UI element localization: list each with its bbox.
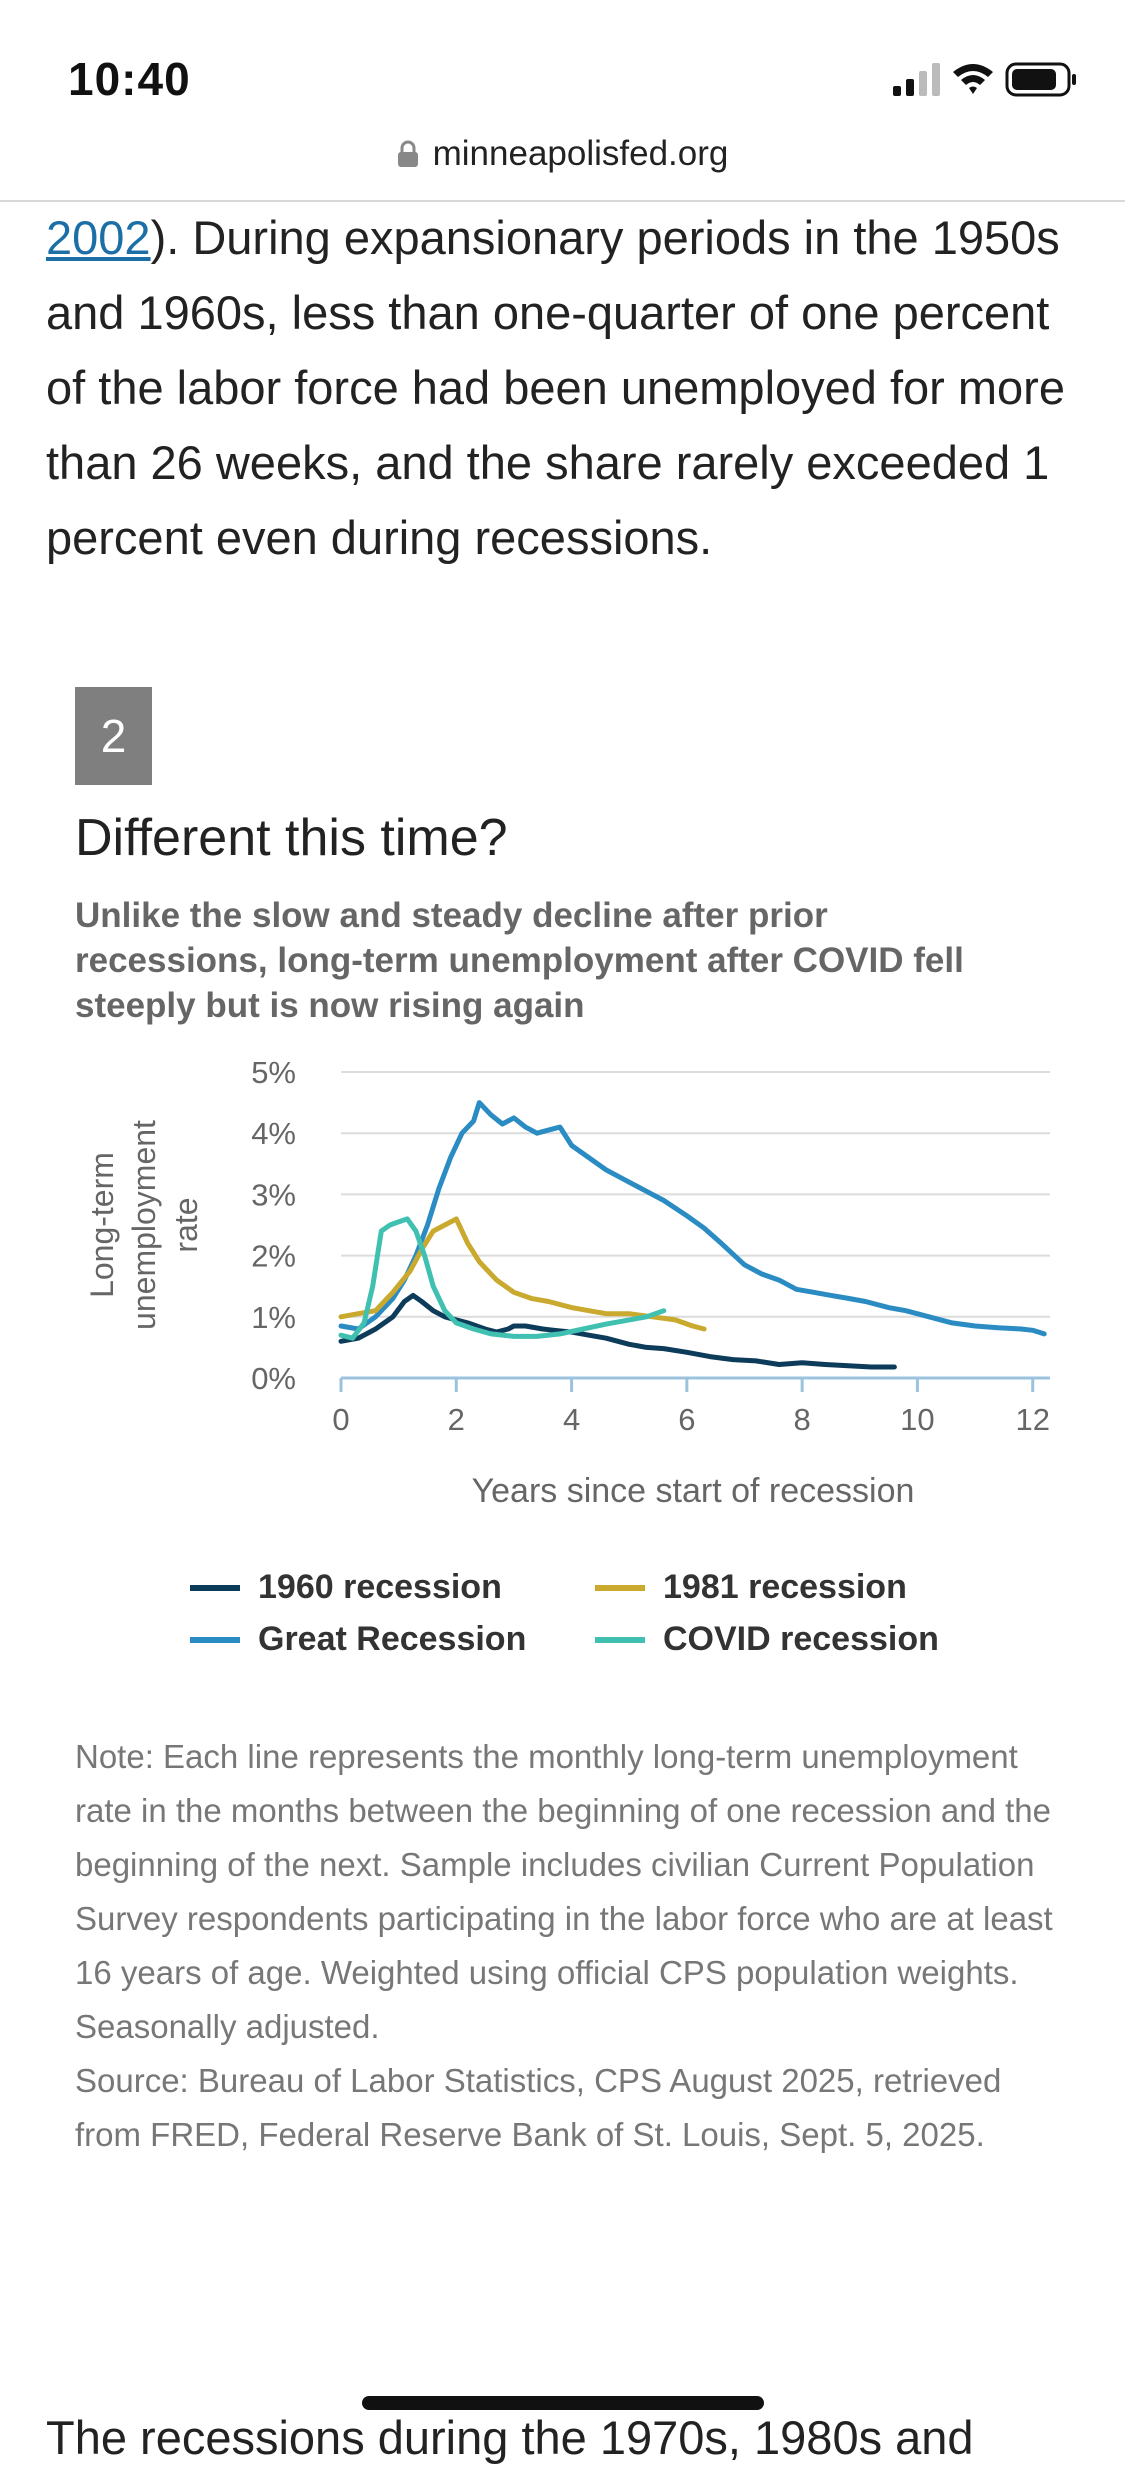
citation-link[interactable]: 2002 — [46, 211, 151, 264]
line-chart: 0% 1% 2% 3% 4% 5% 0 2 4 6 8 10 12 Long-term unemploy… — [84, 1055, 1050, 1510]
legend-swatch — [595, 1584, 645, 1591]
x-tick-label: 0 — [332, 1402, 349, 1437]
x-tick-label: 12 — [1015, 1402, 1049, 1437]
series-line-1981-recession — [338, 1216, 707, 1332]
y-tick-label: 1% — [251, 1300, 296, 1335]
series-line-1960-recession — [338, 1292, 897, 1370]
legend-swatch — [190, 1584, 240, 1591]
series-lines — [338, 1100, 1047, 1370]
divider — [0, 200, 1125, 202]
x-axis-ticks: 0 2 4 6 8 10 12 — [332, 1378, 1050, 1437]
x-tick-label: 6 — [678, 1402, 695, 1437]
legend-label: Great Recession — [258, 1620, 527, 1658]
home-indicator[interactable] — [362, 2396, 764, 2410]
chart-legend: 1960 recession 1981 recession Great Recess… — [190, 1568, 990, 1678]
x-tick-label: 2 — [448, 1402, 465, 1437]
battery-icon — [1005, 62, 1076, 97]
x-tick-label: 8 — [794, 1402, 811, 1437]
legend-label: COVID recession — [663, 1620, 939, 1658]
paragraph-text: ). During expansionary periods in the 19… — [46, 211, 1065, 564]
status-bar: 10:40 — [0, 0, 1125, 130]
y-tick-label: 3% — [251, 1177, 296, 1212]
legend-item: COVID recession — [595, 1620, 939, 1659]
series-line-covid-recession — [338, 1216, 667, 1341]
x-axis-label: Years since start of recession — [472, 1472, 915, 1510]
legend-item: 1981 recession — [595, 1568, 907, 1607]
series-line-great-recession — [338, 1100, 1047, 1337]
legend-item: Great Recession — [190, 1620, 526, 1659]
y-axis-ticks: 0% 1% 2% 3% 4% 5% — [251, 1055, 296, 1396]
figure-subtitle: Unlike the slow and steady decline after… — [75, 896, 964, 1025]
status-time: 10:40 — [68, 53, 191, 105]
wifi-icon — [953, 64, 993, 94]
note-text: Note: Each line represents the monthly l… — [75, 1738, 1053, 2045]
legend-label: 1981 recession — [663, 1568, 907, 1606]
y-axis-label: Long-term unemployment rate — [84, 1120, 204, 1330]
lock-icon — [397, 140, 418, 167]
y-tick-label: 0% — [251, 1361, 296, 1396]
y-tick-label: 4% — [251, 1116, 296, 1151]
figure-note: Note: Each line represents the monthly l… — [75, 1730, 1060, 2162]
url-text: minneapolisfed.org — [432, 134, 729, 173]
legend-label: 1960 recession — [258, 1568, 502, 1606]
status-icons — [893, 62, 1076, 97]
source-text: Source: Bureau of Labor Statistics, CPS … — [75, 2062, 1002, 2153]
y-tick-label: 2% — [251, 1239, 296, 1274]
y-tick-label: 5% — [251, 1055, 296, 1090]
legend-item: 1960 recession — [190, 1568, 502, 1607]
legend-swatch — [595, 1636, 645, 1643]
x-tick-label: 4 — [563, 1402, 580, 1437]
cellular-signal-icon — [893, 63, 940, 96]
legend-swatch — [190, 1636, 240, 1643]
address-bar[interactable]: minneapolisfed.org — [0, 130, 1125, 200]
next-paragraph: The recessions during the 1970s, 1980s a… — [46, 2411, 974, 2464]
article-paragraph: 2002). During expansionary periods in th… — [46, 200, 1086, 575]
x-tick-label: 10 — [900, 1402, 934, 1437]
figure-number-badge: 2 — [75, 687, 152, 785]
figure-title: Different this time? — [75, 809, 508, 867]
